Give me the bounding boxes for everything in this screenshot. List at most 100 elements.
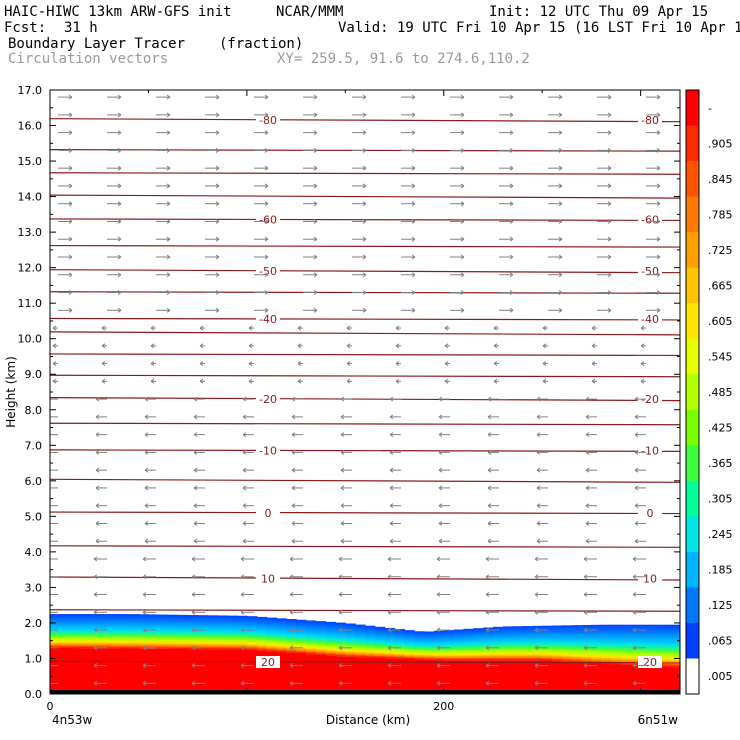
isotherm-line — [50, 353, 680, 357]
colorbar-swatch — [686, 587, 699, 624]
model-title: HAIC-HIWC 13km ARW-GFS init — [4, 4, 232, 20]
isotherm-line — [50, 478, 680, 483]
init-time: Init: 12 UTC Thu 09 Apr 15 — [489, 4, 709, 20]
y-tick-label: 9.0 — [25, 368, 43, 381]
colorbar-swatch — [686, 409, 699, 446]
isotherm-label: 0 — [647, 507, 654, 520]
colorbar-swatch — [686, 90, 699, 127]
colorbar-label: .305 — [708, 493, 733, 506]
colorbar-swatch — [686, 161, 699, 198]
y-tick-label: 15.0 — [18, 155, 43, 168]
colorbar-swatch — [686, 196, 699, 233]
y-axis-label: Height (km) — [4, 356, 18, 427]
isotherm-label: -60 — [259, 214, 277, 227]
isotherm-line — [50, 374, 680, 378]
isotherm-label: -60 — [641, 214, 659, 227]
isotherm-line — [50, 660, 680, 664]
colorbar-label: .365 — [708, 457, 733, 470]
org-label: NCAR/MMM — [276, 4, 344, 20]
y-tick-label: 16.0 — [18, 120, 43, 133]
x-right-end-label: 6n51w — [638, 713, 679, 727]
plot-frame — [49, 89, 681, 695]
colorbar-swatch — [686, 232, 699, 269]
isotherm-label: -40 — [641, 313, 659, 326]
colorbar-swatch — [686, 338, 699, 375]
isotherm-label: -10 — [641, 445, 659, 458]
isotherm-line — [50, 397, 680, 402]
y-tick-label: 11.0 — [18, 297, 43, 310]
colorbar-label: .785 — [708, 208, 733, 221]
isotherm-label: 0 — [265, 507, 272, 520]
colorbar-label: .905 — [708, 137, 733, 150]
y-tick-label: 4.0 — [25, 546, 43, 559]
colorbar-swatch — [686, 480, 699, 517]
colorbar-swatch — [686, 658, 699, 695]
colorbar-swatch — [686, 303, 699, 340]
y-tick-label: 5.0 — [25, 510, 43, 523]
forecast-label: Fcst: — [4, 20, 47, 36]
colorbar-label: .725 — [708, 244, 733, 257]
isotherm-label: 10 — [643, 573, 657, 586]
colorbar-label: .185 — [708, 564, 733, 577]
colorbar-label: .605 — [708, 315, 733, 328]
isotherm-label: -50 — [641, 265, 659, 278]
colorbar-swatch — [686, 516, 699, 553]
isotherm-line — [50, 545, 680, 548]
valid-time: Valid: 19 UTC Fri 10 Apr 15 (16 LST Fri … — [338, 20, 740, 36]
colorbar-label: .665 — [708, 279, 733, 292]
colorbar-swatch — [686, 267, 699, 304]
colorbar-label: .125 — [708, 599, 733, 612]
isotherm-label: -10 — [259, 445, 277, 458]
x-left-end-label: 4n53w — [52, 713, 93, 727]
isotherm-label: -50 — [259, 265, 277, 278]
isotherm-label: 20 — [643, 656, 657, 669]
y-tick-label: 7.0 — [25, 439, 43, 452]
y-tick-label: 14.0 — [18, 191, 43, 204]
isotherm-line — [50, 269, 680, 274]
colorbar-swatch — [686, 445, 699, 482]
y-tick-label: 12.0 — [18, 262, 43, 275]
xy-range: XY= 259.5, 91.6 to 274.6,110.2 — [277, 51, 530, 67]
y-tick-label: 1.0 — [25, 652, 43, 665]
colorbar-label: .425 — [708, 422, 733, 435]
isotherm-line — [50, 422, 680, 426]
colorbar-label: - — [708, 102, 712, 115]
y-tick-label: 0.0 — [25, 688, 43, 701]
isotherm-label: -20 — [259, 393, 277, 406]
terrain-surface — [50, 690, 680, 694]
isotherm-line — [50, 218, 680, 222]
y-tick-label: 2.0 — [25, 617, 43, 630]
colorbar-swatch — [686, 374, 699, 411]
isotherm-line — [50, 317, 680, 321]
isotherm-line — [50, 331, 680, 336]
colorbar-label: .065 — [708, 635, 733, 648]
y-tick-label: 10.0 — [18, 333, 43, 346]
y-tick-label: 13.0 — [18, 226, 43, 239]
y-tick-label: 8.0 — [25, 404, 43, 417]
colorbar-label: .845 — [708, 173, 733, 186]
isotherm-line — [50, 609, 680, 612]
forecast-hours: 31 h — [64, 20, 98, 36]
isotherm-label: -40 — [259, 313, 277, 326]
y-tick-label: 17.0 — [18, 84, 43, 97]
colorbar-swatch — [686, 622, 699, 659]
colorbar-label: .485 — [708, 386, 733, 399]
y-tick-label: 6.0 — [25, 475, 43, 488]
isotherm-label: -20 — [641, 393, 659, 406]
isotherm-line — [50, 244, 680, 248]
colorbar-label: .005 — [708, 670, 733, 683]
x-axis-label: Distance (km) — [326, 713, 410, 727]
colorbar-frame — [685, 89, 700, 695]
isotherm-line — [50, 576, 680, 581]
isotherm-line — [50, 118, 680, 123]
colorbar-label: .545 — [708, 350, 733, 363]
x-tick-label: 0 — [47, 700, 54, 713]
isotherm-line — [50, 449, 680, 452]
x-tick-label: 200 — [433, 700, 454, 713]
isotherm-line — [50, 194, 680, 199]
isotherm-label: 20 — [261, 656, 275, 669]
colorbar-swatch — [686, 125, 699, 162]
overlay-name: Circulation vectors — [8, 51, 169, 67]
isotherm-label: -80 — [641, 114, 659, 127]
y-tick-label: 3.0 — [25, 581, 43, 594]
